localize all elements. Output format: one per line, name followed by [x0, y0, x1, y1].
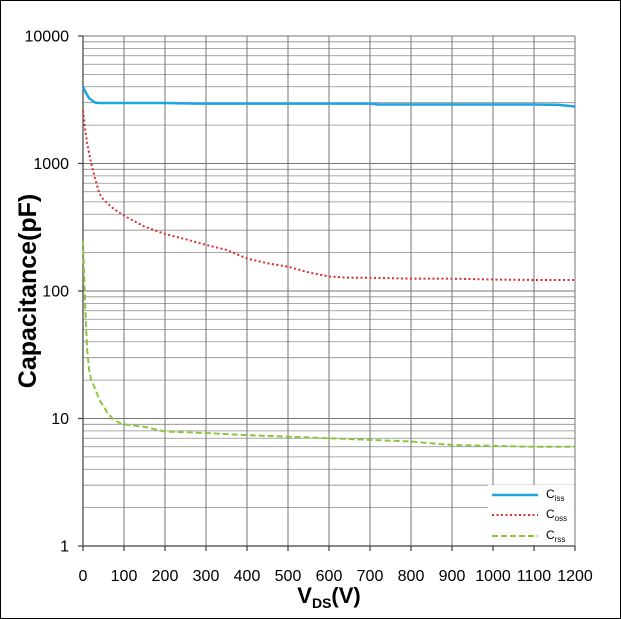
legend-swatch-ciss — [492, 493, 538, 497]
x-tick-label: 300 — [193, 568, 220, 585]
legend-label-ciss: Ciss — [546, 488, 564, 503]
x-axis-title-subscript: DS — [312, 595, 331, 611]
x-tick-label: 700 — [357, 568, 384, 585]
y-tick-label: 10 — [51, 411, 69, 428]
series-layer — [81, 86, 576, 448]
y-tick-label: 1000 — [33, 156, 69, 173]
tick-label-layer: 1 10 100 1000 10000 0 100 200 300 400 500 600 700 800… — [25, 29, 593, 586]
y-tick-label: 100 — [42, 284, 69, 301]
x-tick-label: 600 — [316, 568, 343, 585]
x-tick-label: 0 — [79, 568, 88, 585]
legend-label-base: C — [546, 506, 555, 521]
x-tick-label: 900 — [439, 568, 466, 585]
legend-item-coss: Coss — [492, 505, 574, 525]
x-axis-title: VDS(V) — [297, 583, 360, 611]
x-tick-label: 500 — [275, 568, 302, 585]
series-line-ciss — [81, 86, 576, 108]
legend-swatch-crss — [492, 535, 538, 537]
y-tick-label: 10000 — [25, 29, 70, 46]
x-tick-label: 200 — [152, 568, 179, 585]
x-tick-label: 400 — [234, 568, 261, 585]
x-tick-label: 1000 — [475, 568, 511, 585]
legend-label-subscript: oss — [554, 513, 568, 523]
x-axis-title-unit: (V) — [331, 583, 360, 608]
legend-item-crss: Crss — [492, 526, 574, 546]
y-axis-title: Capacitance(pF) — [14, 194, 42, 388]
legend-swatch-coss — [492, 514, 538, 516]
series-line-coss — [82, 110, 575, 281]
y-tick-label: 1 — [60, 539, 69, 556]
legend-label-base: C — [546, 527, 555, 542]
chart-legend: Ciss Coss Crss — [488, 485, 574, 545]
grid-layer — [82, 35, 576, 547]
legend-item-ciss: Ciss — [492, 485, 574, 505]
x-tick-label: 100 — [111, 568, 138, 585]
legend-label-crss: Crss — [546, 529, 565, 544]
axes-layer — [78, 35, 576, 551]
legend-label-coss: Coss — [546, 508, 567, 523]
legend-label-subscript: iss — [554, 493, 565, 503]
x-axis-title-base: V — [297, 583, 312, 608]
legend-label-subscript: rss — [554, 534, 566, 544]
x-tick-label: 1100 — [517, 568, 552, 585]
x-tick-label: 800 — [398, 568, 425, 585]
series-line-crss — [82, 240, 575, 448]
legend-label-base: C — [546, 486, 555, 501]
x-tick-label: 1200 — [557, 568, 593, 585]
